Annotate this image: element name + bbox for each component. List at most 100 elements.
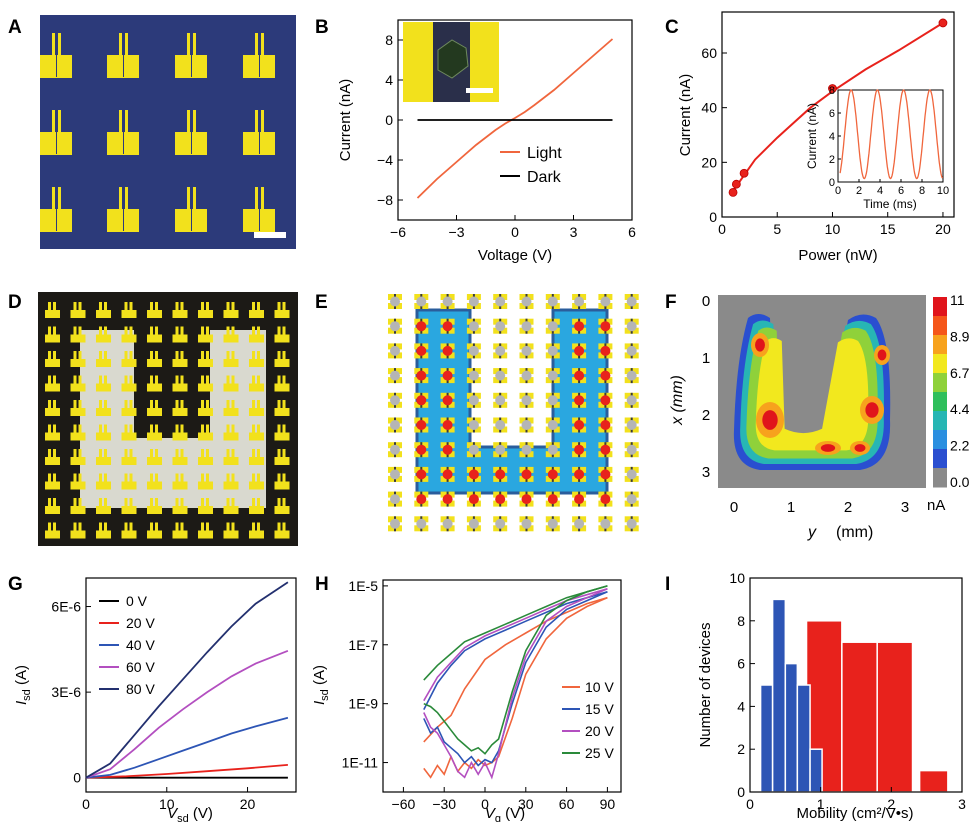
pad-finger (129, 424, 133, 433)
colorbar-segment (933, 354, 947, 374)
pad-finger (231, 351, 235, 359)
pad-body (172, 383, 188, 392)
device-cell (572, 368, 587, 384)
device-cell (598, 343, 613, 359)
pad-finger (129, 522, 133, 531)
histogram-bar-red (876, 641, 914, 793)
colorbar-segment (933, 392, 947, 412)
plot-frame (85, 577, 297, 793)
pad-body (198, 432, 213, 441)
device-cell (466, 318, 481, 334)
sample-inset-photo (403, 22, 499, 102)
pad-body (70, 457, 86, 465)
pad-finger (277, 400, 281, 408)
y-tick-label: 3E-6 (51, 684, 81, 700)
pad-finger (73, 351, 77, 359)
device-cell (388, 294, 402, 309)
active-sensor-dot (574, 395, 585, 406)
inset-y-tick-label: 2 (829, 154, 835, 166)
active-sensor-dot (416, 395, 427, 406)
pad-finger (73, 498, 77, 506)
hotspot-core (762, 410, 778, 430)
pad-body (249, 432, 264, 441)
y-tick-label: 8 (737, 613, 745, 629)
pad-body (274, 310, 290, 318)
pad-body (172, 457, 188, 465)
pad-finger (53, 375, 56, 384)
y-tick-label: 1E-5 (348, 578, 378, 594)
device-cell (545, 417, 560, 433)
inset-electrode (403, 22, 433, 102)
pad-finger (201, 498, 204, 506)
data-point (828, 84, 837, 93)
pad-body (172, 408, 188, 416)
device-cell (598, 294, 613, 309)
panel-letter-i: I (665, 574, 671, 595)
electrode-pad (243, 33, 275, 78)
reverse-sweep-line (423, 596, 608, 743)
pad-finger (252, 449, 255, 457)
electrode-gap (56, 209, 57, 231)
active-sensor-dot (600, 444, 611, 455)
pad-finger (129, 351, 133, 359)
device-cell (440, 417, 455, 433)
pad-body (223, 310, 239, 318)
pad-body (147, 457, 162, 465)
pad-body (121, 310, 137, 318)
pad-body (223, 383, 239, 392)
y-axis-label: Current (nA) (677, 74, 694, 157)
pad-finger (129, 400, 133, 408)
electrode-finger (261, 110, 264, 134)
plot-frame (382, 579, 622, 793)
device-cell (440, 516, 455, 532)
pad-body (96, 457, 111, 465)
inactive-sensor-dot (442, 518, 453, 529)
u-pattern-photo (38, 292, 298, 546)
active-sensor-dot (416, 321, 427, 332)
pad-body (121, 383, 137, 392)
pad-finger (282, 326, 286, 335)
pad-finger (53, 473, 56, 482)
inactive-sensor-dot (390, 345, 400, 356)
legend-label: 20 V (126, 615, 155, 631)
device-cell (519, 368, 534, 384)
pad-finger (124, 326, 128, 335)
x-axis-label: Mobility (cm²/V•s) (797, 805, 914, 822)
pad-body (147, 481, 162, 490)
y-tick-label: 10 (729, 570, 745, 586)
x-tick-label: 3 (958, 796, 966, 812)
colorbar-segment (933, 411, 947, 431)
panel-letter-e: E (315, 292, 328, 313)
pad-body (198, 481, 213, 490)
inactive-sensor-dot (521, 395, 532, 406)
inactive-sensor-dot (442, 296, 453, 307)
x-tick-label: −3 (449, 224, 465, 240)
device-cell (572, 442, 587, 458)
colorbar-segment (933, 430, 947, 450)
series-line (85, 649, 289, 779)
inactive-sensor-dot (521, 420, 532, 430)
pad-finger (175, 498, 179, 506)
inactive-sensor-dot (416, 518, 427, 529)
pad-body (121, 457, 137, 465)
inactive-sensor-dot (390, 469, 400, 480)
x-tick-label: 60 (559, 796, 575, 812)
x-tick-label: 5 (773, 221, 781, 237)
inset-crystal (437, 39, 469, 79)
pad-finger (150, 302, 153, 310)
device-cell (545, 318, 560, 334)
forward-sweep-line (423, 588, 608, 780)
x-axis-label: y (807, 524, 817, 541)
pad-body (172, 530, 188, 539)
device-cell (624, 466, 639, 482)
x-tick-label: 0 (718, 221, 726, 237)
inactive-sensor-dot (547, 321, 558, 332)
pad-finger (99, 522, 102, 531)
pad-finger (150, 449, 153, 457)
pad-finger (277, 326, 281, 335)
colorbar-tick-label: 8.9 (950, 328, 970, 344)
device-cell (414, 343, 429, 359)
pad-body (147, 383, 162, 392)
pad-finger (257, 400, 260, 408)
inactive-sensor-dot (626, 321, 637, 332)
